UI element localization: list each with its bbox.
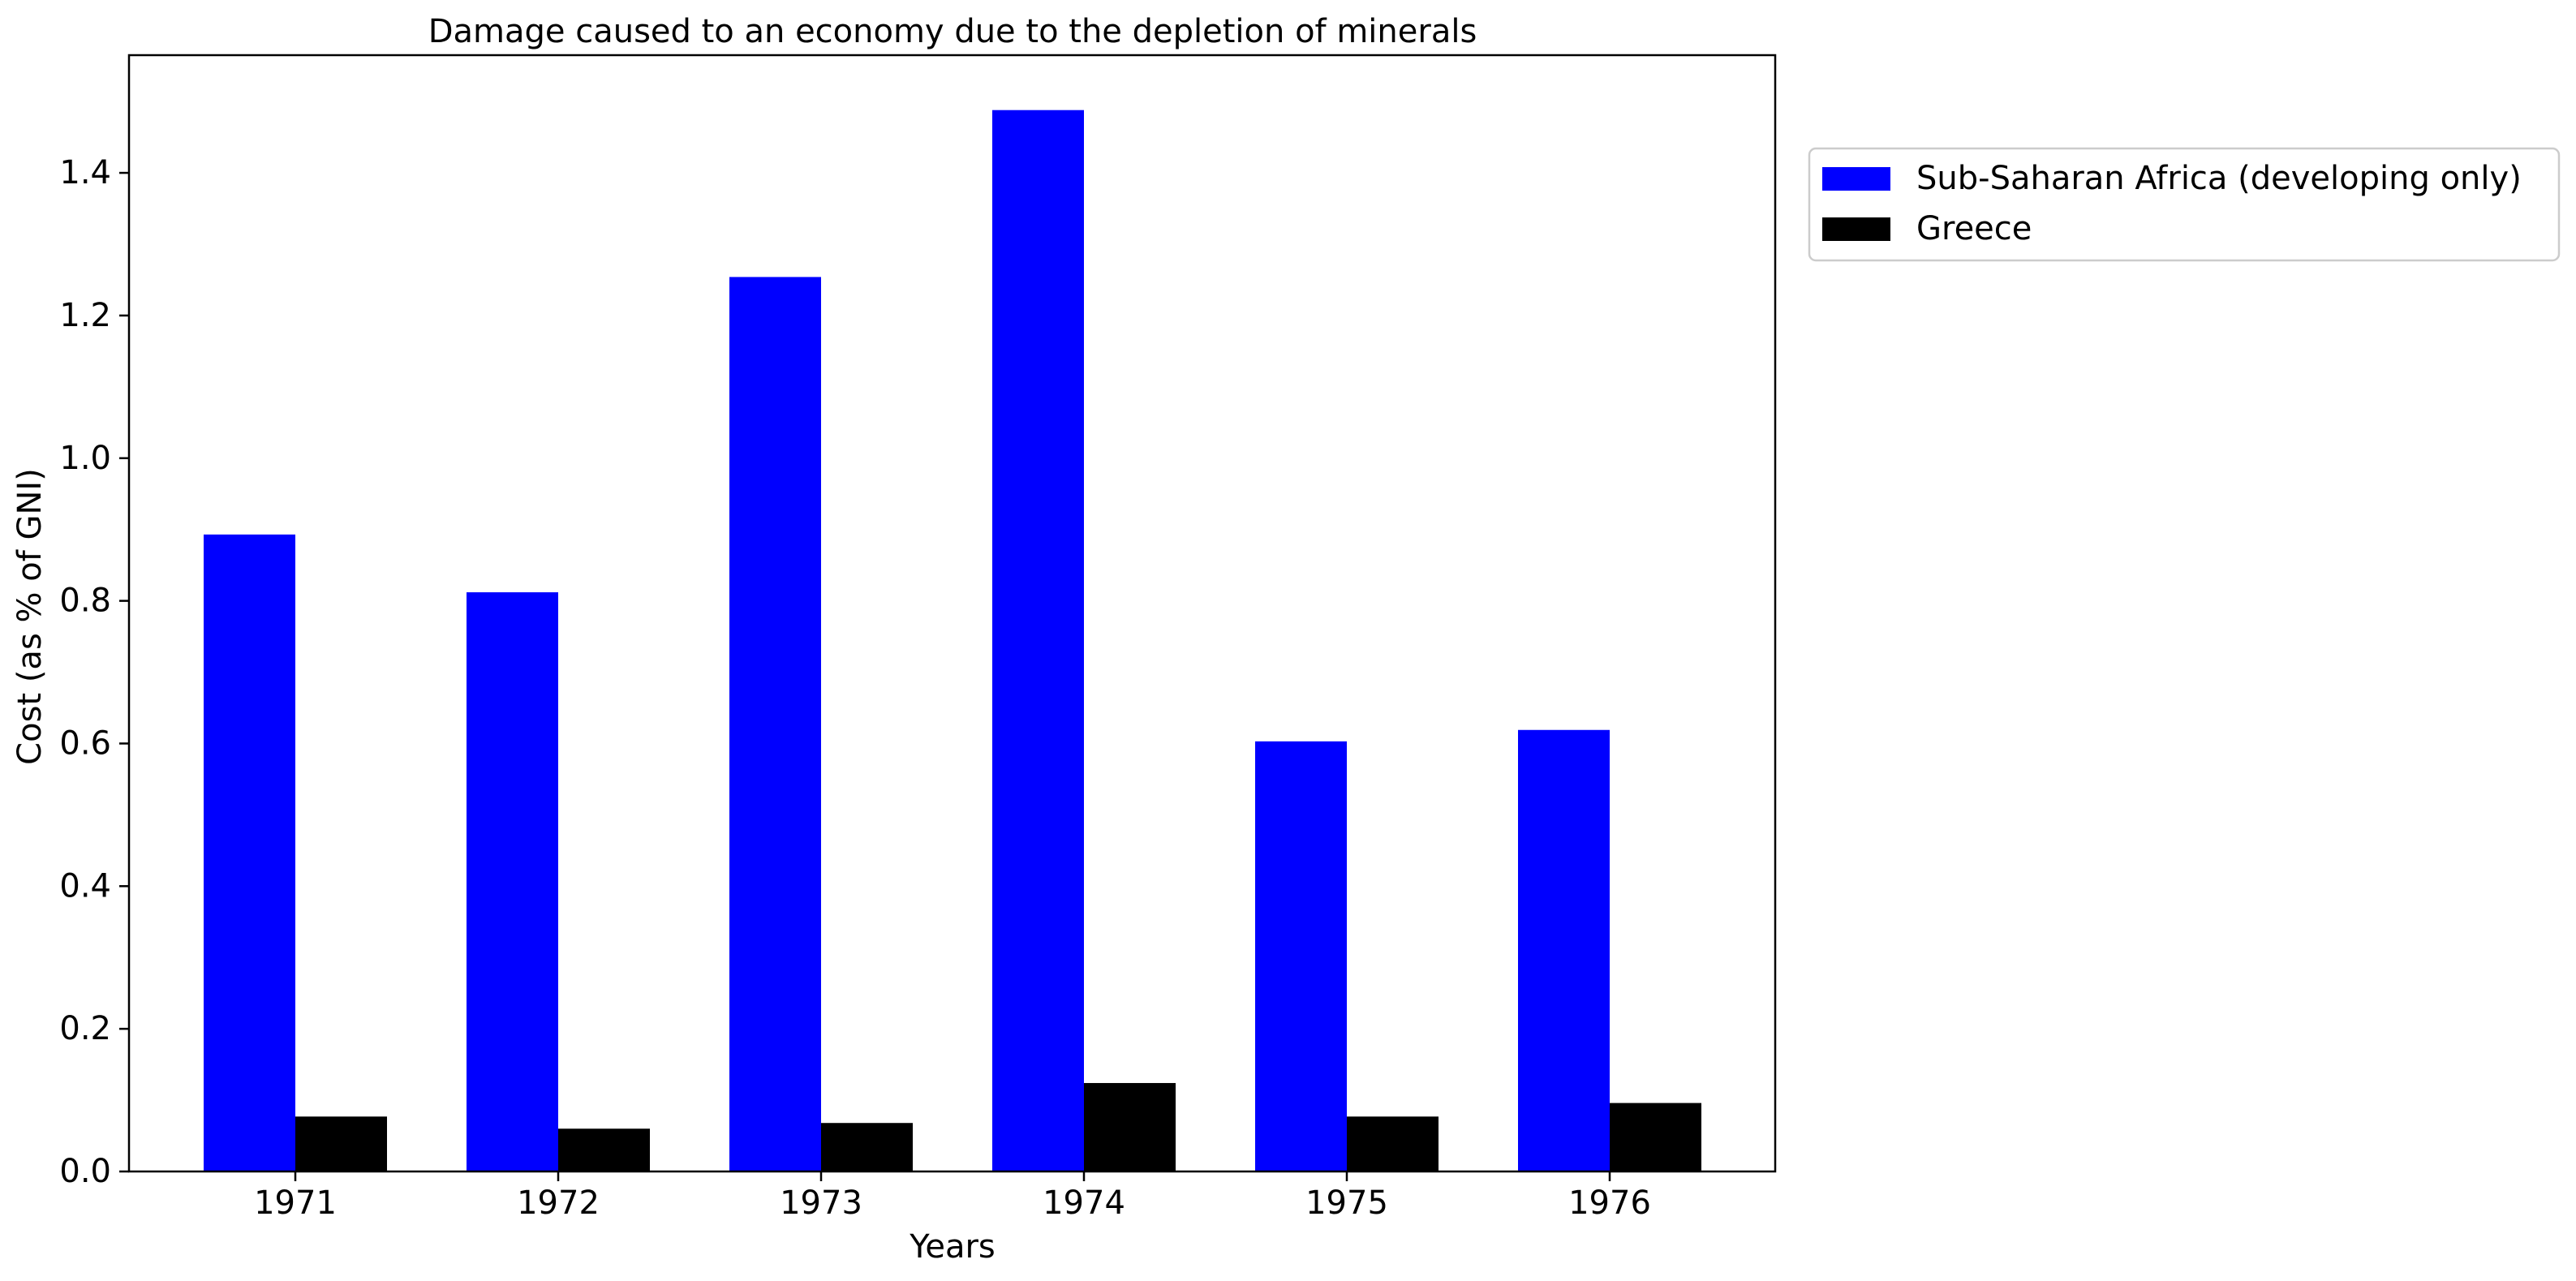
legend-swatch bbox=[1822, 167, 1890, 191]
y-tick-label: 0.6 bbox=[59, 724, 111, 762]
bar-1976-series-0 bbox=[1518, 729, 1610, 1171]
y-tick-label: 0.4 bbox=[59, 867, 111, 905]
bar-1974-series-1 bbox=[1084, 1082, 1176, 1171]
bars-layer bbox=[204, 110, 1701, 1172]
bar-1975-series-1 bbox=[1347, 1116, 1439, 1171]
bar-1973-series-0 bbox=[729, 277, 821, 1171]
bar-1972-series-0 bbox=[467, 592, 558, 1171]
x-tick-label: 1975 bbox=[1305, 1184, 1388, 1222]
x-tick-label: 1972 bbox=[517, 1184, 600, 1222]
y-axis-label: Cost (as % of GNI) bbox=[11, 468, 49, 765]
y-tick-label: 0.2 bbox=[59, 1010, 111, 1047]
axes-layer: 0.0 0.2 0.4 0.6 0.8 1.0 1.2 1.4 1971 1972 1973 1974… bbox=[59, 54, 1777, 1222]
y-tick-label: 0.0 bbox=[59, 1153, 111, 1190]
y-tick-label: 1.2 bbox=[59, 297, 111, 334]
bar-1976-series-1 bbox=[1610, 1103, 1701, 1171]
chart-title: Damage caused to an economy due to the d… bbox=[428, 13, 1477, 50]
legend: Sub-Saharan Africa (developing only) Gree… bbox=[1808, 147, 2561, 262]
x-tick-label: 1976 bbox=[1568, 1184, 1651, 1222]
legend-label: Greece bbox=[1916, 210, 2032, 247]
bar-1974-series-0 bbox=[992, 110, 1084, 1172]
legend-swatch bbox=[1822, 217, 1890, 241]
bar-1971-series-1 bbox=[295, 1116, 387, 1171]
x-tick-label: 1973 bbox=[780, 1184, 862, 1222]
y-tick-label: 1.4 bbox=[59, 154, 111, 191]
y-tick-label: 0.8 bbox=[59, 582, 111, 620]
bar-1975-series-0 bbox=[1255, 741, 1347, 1171]
bar-1973-series-1 bbox=[821, 1123, 913, 1171]
x-tick-label: 1974 bbox=[1043, 1184, 1125, 1222]
legend-label: Sub-Saharan Africa (developing only) bbox=[1916, 160, 2522, 197]
bar-1972-series-1 bbox=[558, 1128, 650, 1171]
legend-box bbox=[1808, 147, 2561, 262]
x-tick-label: 1971 bbox=[254, 1184, 337, 1222]
bar-1971-series-0 bbox=[204, 534, 295, 1171]
y-tick-label: 1.0 bbox=[59, 440, 111, 477]
plot-frame bbox=[127, 54, 1777, 1173]
x-axis-label: Years bbox=[909, 1228, 996, 1266]
